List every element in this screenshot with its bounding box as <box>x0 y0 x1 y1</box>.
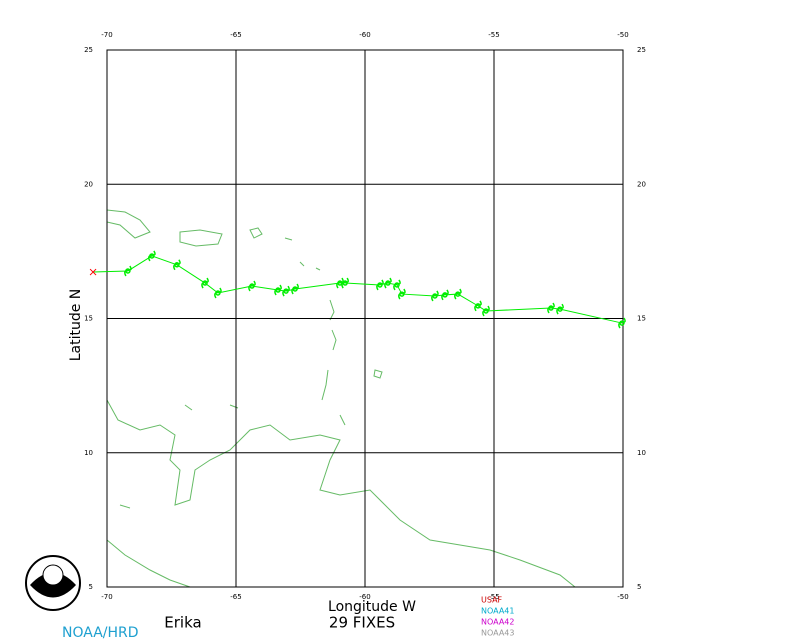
fix-symbol <box>173 259 181 271</box>
fix-symbol <box>474 300 482 312</box>
x-tick-label: -70 <box>101 593 112 601</box>
y-tick-label-right: 20 <box>637 180 646 188</box>
fix-symbol <box>214 287 222 299</box>
fix-symbol <box>274 284 282 296</box>
storm-name: Erika <box>164 614 201 632</box>
fix-symbol <box>291 283 299 295</box>
fix-symbol <box>393 279 401 291</box>
y-tick-label: 5 <box>89 583 93 591</box>
x-tick-label-top: -50 <box>617 31 628 39</box>
y-tick-label: 20 <box>84 180 93 188</box>
noaa-logo <box>25 555 81 611</box>
y-tick-label: 15 <box>84 315 93 323</box>
fix-symbol <box>341 277 349 289</box>
fix-count: 29 FIXES <box>329 614 395 632</box>
fix-symbol <box>201 277 209 289</box>
fix-symbol <box>282 285 290 297</box>
fix-symbol <box>148 250 156 262</box>
y-tick-label-right: 10 <box>637 449 646 457</box>
y-tick-label-right: 5 <box>637 583 641 591</box>
legend-entry: NOAA42 <box>481 618 515 627</box>
x-tick-label-top: -70 <box>101 31 112 39</box>
x-tick-label: -60 <box>359 593 370 601</box>
y-tick-label: 25 <box>84 46 93 54</box>
x-tick-label: -50 <box>617 593 628 601</box>
fix-symbol <box>124 265 132 277</box>
fix-symbol <box>441 289 449 301</box>
x-tick-label: -65 <box>230 593 241 601</box>
fix-symbol <box>431 290 439 302</box>
fix-symbol <box>384 277 392 289</box>
fix-symbol <box>398 288 406 300</box>
start-marker <box>89 268 97 276</box>
x-axis-label: Longitude W <box>328 599 416 615</box>
legend-entry: USAF <box>481 596 503 605</box>
fix-symbol <box>376 279 384 291</box>
fix-symbol <box>454 288 462 300</box>
fix-symbol <box>547 302 555 314</box>
x-tick-label: -55 <box>488 593 499 601</box>
credit: NOAA/HRD <box>62 625 139 640</box>
legend-entry: NOAA41 <box>481 607 515 616</box>
y-axis-label: Latitude N <box>68 289 84 362</box>
x-tick-label-top: -60 <box>359 31 370 39</box>
coastlines <box>106 209 576 588</box>
y-tick-label-right: 25 <box>637 46 646 54</box>
legend-entry: NOAA43 <box>481 629 515 638</box>
fix-symbol <box>248 280 256 292</box>
fix-symbol <box>556 303 564 315</box>
fix-symbol <box>618 317 626 329</box>
fix-symbol <box>482 305 490 317</box>
y-tick-label: 10 <box>84 449 93 457</box>
y-tick-label-right: 15 <box>637 315 646 323</box>
x-tick-label-top: -65 <box>230 31 241 39</box>
track-line <box>93 255 623 324</box>
x-tick-label-top: -55 <box>488 31 499 39</box>
